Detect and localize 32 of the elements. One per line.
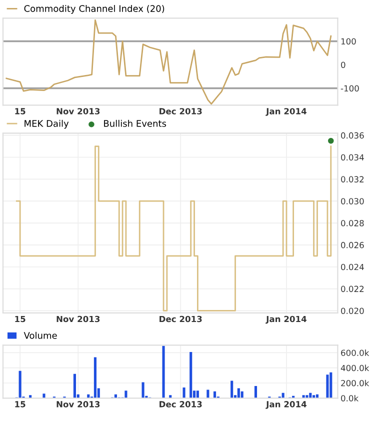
y-tick-label: 0.036 xyxy=(341,132,364,139)
x-tick-label: Jan 2014 xyxy=(266,401,306,409)
x-tick-label: Dec 2013 xyxy=(160,401,202,408)
y-tick-label: 200.0k xyxy=(341,380,370,386)
y-tick-label: 0.0k xyxy=(341,394,359,402)
y-tick-label: 0.030 xyxy=(341,198,364,204)
y-tick-label: 0.034 xyxy=(341,154,364,161)
x-tick-label: Nov 2013 xyxy=(56,316,100,322)
x-tick-label: Jan 2014 xyxy=(266,108,306,116)
x-tick-label: Nov 2013 xyxy=(56,401,100,408)
y-tick-label: 0.028 xyxy=(341,220,364,226)
x-tick-label: Jan 2014 xyxy=(266,316,306,324)
x-tick-label: Dec 2013 xyxy=(160,108,202,114)
y-tick-label: 0 xyxy=(341,62,346,68)
y-tick-label: 0.022 xyxy=(341,286,364,292)
legend-label: Bullish Events xyxy=(104,120,166,127)
x-tick-label: 15 xyxy=(15,108,26,114)
y-tick-label: -100 xyxy=(340,85,359,92)
y-tick-label: 0.026 xyxy=(341,242,364,248)
x-tick-label: Dec 2013 xyxy=(160,316,202,322)
y-tick-label: 600.0k xyxy=(341,350,370,356)
y-tick-label: 0.024 xyxy=(341,264,364,270)
legend-label: Commodity Channel Index (20) xyxy=(24,4,164,14)
x-tick-label: Nov 2013 xyxy=(56,108,100,114)
y-tick-label: 0.032 xyxy=(341,176,364,182)
y-tick-label: 0.020 xyxy=(341,308,364,314)
x-tick-label: 15 xyxy=(15,401,26,408)
x-tick-label: 15 xyxy=(15,316,26,322)
y-tick-label: 100 xyxy=(341,38,356,45)
y-tick-label: 400.0k xyxy=(340,364,370,372)
legend-label: Volume xyxy=(24,332,57,339)
legend-label: MEK Daily xyxy=(24,120,69,129)
